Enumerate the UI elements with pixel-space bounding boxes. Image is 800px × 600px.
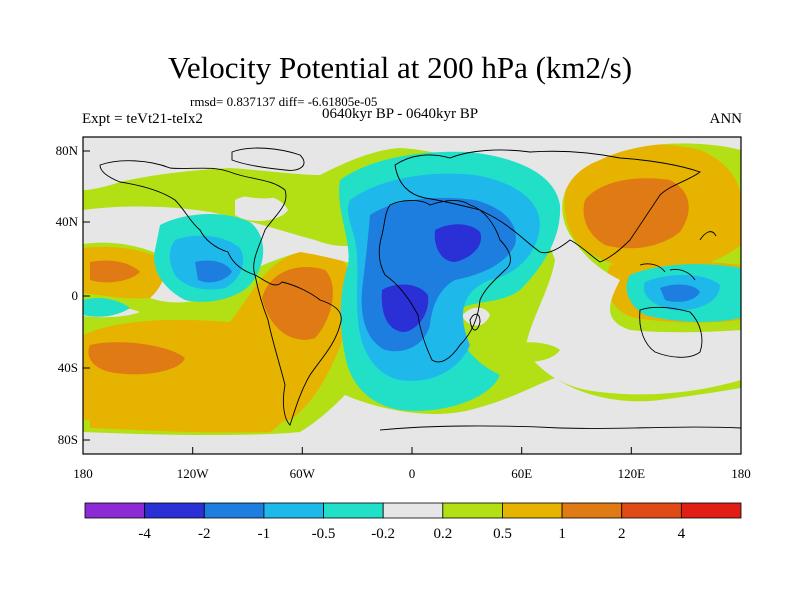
colorbar — [84, 502, 742, 519]
x-axis — [82, 447, 742, 454]
colorbar-level-label: 2 — [618, 526, 626, 542]
y-label-0: 0 — [72, 288, 79, 303]
colorbar-swatch — [621, 502, 682, 519]
y-label-40s: 40S — [58, 360, 78, 375]
x-tick-labels: 180 120W 60W 0 60E 120E 180 — [73, 466, 751, 481]
colorbar-swatch — [442, 502, 503, 519]
x-label-60w: 60W — [290, 466, 316, 481]
colorbar-level-label: 0.5 — [493, 526, 512, 542]
contour-brazil-2 — [262, 267, 333, 340]
contour-e-pacific-2 — [90, 260, 140, 283]
contour-arabia-neg-4 — [434, 224, 482, 262]
y-label-80s: 80S — [58, 432, 78, 447]
contour-northern-neutral — [83, 137, 741, 395]
plot-title: Velocity Potential at 200 hPa (km2/s) — [167, 50, 633, 85]
y-tick-labels: 80N 40N 0 40S 80S — [56, 143, 79, 447]
contour-field — [83, 137, 741, 454]
contour-n-america-neutral — [235, 194, 288, 222]
contour-mexico-neg-3 — [195, 260, 232, 283]
x-label-60e: 60E — [511, 466, 532, 481]
contour-southern-neutral — [83, 378, 741, 454]
contour-indian-ocean-pocket — [510, 342, 560, 362]
x-label-180e: 180 — [731, 466, 751, 481]
x-label-120e: 120E — [618, 466, 646, 481]
colorbar-swatch — [144, 502, 205, 519]
season-label: ANN — [709, 111, 743, 127]
colorbar-swatch — [263, 502, 324, 519]
colorbar-level-label: -4 — [138, 526, 151, 542]
experiment-label: Expt = teVt21-teIx2 — [82, 111, 203, 127]
colorbar-swatch — [323, 502, 384, 519]
colorbar-swatch — [203, 502, 265, 519]
contour-congo-neg-4 — [381, 284, 429, 332]
colorbar-swatch — [680, 502, 742, 519]
colorbar-level-label: -1 — [258, 526, 271, 542]
colorbar-swatch — [561, 502, 623, 519]
colorbar-swatch — [382, 502, 444, 519]
contour-south-band — [90, 395, 292, 433]
colorbar-labels: -4 -2 -1 -0.5 -0.2 0.2 0.5 1 2 4 — [138, 526, 685, 542]
y-label-40n: 40N — [56, 214, 79, 229]
colorbar-swatch — [502, 502, 563, 519]
period-label: 0640kyr BP - 0640kyr BP — [322, 106, 479, 122]
x-label-180w: 180 — [73, 466, 93, 481]
colorbar-level-label: 1 — [558, 526, 566, 542]
coastlines — [99, 147, 741, 431]
colorbar-level-label: -2 — [198, 526, 211, 542]
contour-w-pacific-neg-3 — [660, 284, 700, 302]
rmsd-diff-stats: rmsd= 0.837137 diff= -6.61805e-05 — [190, 94, 378, 109]
contour-eq-pacific-neg — [83, 297, 130, 317]
contour-se-pacific-2 — [88, 342, 185, 375]
colorbar-level-label: 4 — [678, 526, 686, 542]
colorbar-level-label: 0.2 — [433, 526, 452, 542]
y-axis — [83, 150, 90, 441]
colorbar-level-label: -0.2 — [371, 526, 395, 542]
contour-asia-2 — [583, 178, 689, 249]
y-label-80n: 80N — [56, 143, 79, 158]
x-label-0: 0 — [409, 466, 416, 481]
colorbar-level-label: -0.5 — [312, 526, 336, 542]
x-label-120w: 120W — [177, 466, 210, 481]
colorbar-swatch — [84, 502, 146, 519]
contour-madagascar-neutral — [462, 307, 490, 326]
